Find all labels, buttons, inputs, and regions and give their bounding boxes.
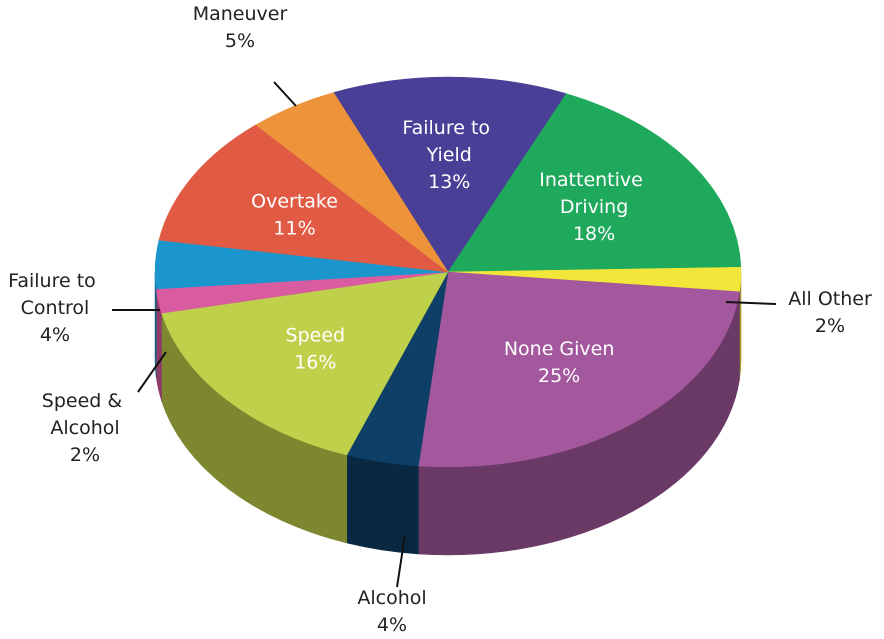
slice-label: Overtake bbox=[251, 190, 338, 212]
value-label: 2% bbox=[70, 444, 100, 466]
slice-label: None Given bbox=[504, 338, 615, 360]
slice-label: Speed & Alcohol bbox=[42, 390, 128, 439]
value-label: 25% bbox=[538, 365, 580, 387]
leader-line bbox=[273, 81, 297, 107]
slice bbox=[333, 76, 567, 273]
slice-label: Failure to Yield bbox=[402, 117, 496, 166]
label-line: Speed & bbox=[42, 390, 128, 412]
value-label: 18% bbox=[573, 223, 615, 245]
slice-label: All Other bbox=[788, 288, 872, 310]
slice-label: Alcohol bbox=[357, 587, 426, 609]
label-line: Alcohol bbox=[50, 417, 119, 439]
value-label: 16% bbox=[294, 351, 336, 373]
leader-line bbox=[396, 534, 406, 588]
slice bbox=[255, 92, 449, 273]
value-label: 4% bbox=[377, 614, 407, 636]
label-line: Failure to bbox=[402, 117, 496, 139]
slice-label: Speed bbox=[286, 324, 346, 346]
slice-side bbox=[346, 454, 419, 555]
slice bbox=[158, 124, 449, 273]
label-line: Driving bbox=[560, 196, 628, 218]
value-label: 2% bbox=[815, 315, 845, 337]
slice bbox=[161, 271, 449, 456]
value-label: 11% bbox=[273, 217, 315, 239]
leader-line bbox=[137, 351, 167, 393]
value-label: 5% bbox=[225, 30, 255, 52]
value-label: 13% bbox=[428, 171, 470, 193]
label-line: Inattentive bbox=[539, 169, 649, 191]
label-line: Yield bbox=[426, 144, 472, 166]
slice-label: Maneuver bbox=[193, 3, 288, 25]
value-label: 4% bbox=[40, 324, 70, 346]
slice-label: Failure to Control bbox=[8, 270, 102, 319]
leader-line bbox=[725, 301, 777, 305]
slice bbox=[447, 93, 742, 273]
slice-label: Inattentive Driving bbox=[539, 169, 649, 218]
label-line: Control bbox=[21, 297, 90, 319]
slice bbox=[418, 271, 740, 468]
label-line: Failure to bbox=[8, 270, 102, 292]
